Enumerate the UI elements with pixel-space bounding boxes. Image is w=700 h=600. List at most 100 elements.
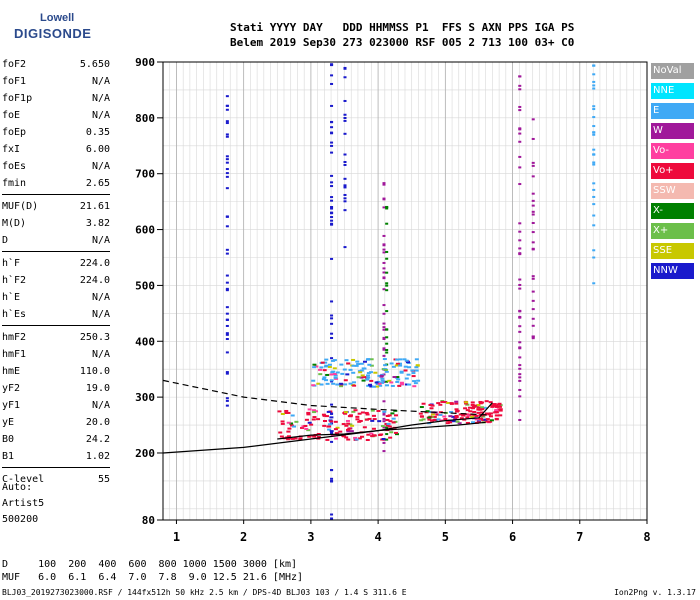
echo-mark	[343, 186, 347, 189]
echo-mark	[380, 377, 385, 380]
echo-mark	[385, 424, 390, 427]
echo-mark	[385, 257, 389, 260]
echo-mark	[286, 435, 291, 438]
echo-mark	[327, 428, 332, 431]
legend-item-nne: NNE	[651, 83, 694, 99]
echo-mark	[393, 431, 398, 434]
echo-mark	[481, 419, 486, 422]
echo-mark	[370, 409, 375, 412]
echo-mark	[425, 410, 430, 413]
echo-mark	[457, 422, 462, 425]
echo-mark	[322, 419, 327, 422]
echo-mark	[382, 348, 386, 351]
x-tick-label: 7	[576, 530, 583, 544]
echo-mark	[436, 418, 441, 421]
echo-mark	[592, 256, 596, 259]
echo-mark	[518, 364, 522, 367]
echo-mark	[225, 172, 229, 175]
trace-extrapolation	[162, 379, 490, 416]
echo-mark	[449, 411, 454, 414]
echo-mark	[385, 328, 389, 331]
echo-mark	[374, 381, 379, 384]
echo-mark	[322, 369, 327, 372]
echo-mark	[343, 132, 347, 135]
echo-mark	[385, 310, 389, 313]
echo-mark	[330, 513, 334, 516]
echo-mark	[384, 370, 389, 373]
param-value: N/A	[91, 110, 110, 121]
echo-mark	[321, 378, 326, 381]
echo-mark	[330, 174, 334, 177]
echo-mark	[393, 414, 398, 417]
echo-mark	[370, 419, 375, 422]
echo-mark	[306, 429, 311, 432]
echo-mark	[343, 113, 347, 116]
echo-mark	[419, 419, 424, 422]
echo-mark	[458, 413, 463, 416]
echo-mark	[312, 435, 317, 438]
echo-mark	[518, 128, 522, 131]
echo-mark	[225, 281, 229, 284]
param-name: foF1p	[2, 93, 33, 104]
echo-mark	[518, 247, 522, 250]
echo-mark	[382, 450, 386, 453]
echo-mark	[592, 125, 596, 128]
echo-mark	[373, 371, 378, 374]
echo-mark	[484, 420, 489, 423]
y-tick-label: 300	[135, 391, 155, 404]
echo-mark	[382, 410, 387, 413]
echo-mark	[396, 378, 401, 381]
echo-mark	[394, 433, 399, 436]
echo-mark	[325, 382, 330, 385]
echo-mark	[385, 206, 389, 209]
echo-mark	[378, 384, 383, 387]
echo-mark	[329, 420, 334, 423]
footer-distance-row: D 100 200 400 600 800 1000 1500 3000 [km…	[2, 559, 298, 570]
echo-mark	[372, 434, 377, 437]
echo-mark	[429, 407, 434, 410]
echo-mark	[352, 381, 357, 384]
echo-mark	[468, 410, 473, 413]
echo-mark	[324, 358, 329, 361]
echo-mark	[385, 433, 389, 436]
echo-mark	[366, 433, 371, 436]
y-tick-label: 200	[135, 447, 155, 460]
echo-mark	[445, 422, 450, 425]
param-name: foEp	[2, 127, 27, 138]
x-tick-label: 8	[643, 530, 650, 544]
echo-mark	[531, 337, 535, 340]
echo-mark	[399, 370, 404, 373]
echo-mark	[330, 477, 334, 480]
echo-mark	[518, 347, 522, 350]
echo-mark	[330, 144, 334, 147]
trace-profile	[277, 402, 493, 440]
echo-mark	[354, 438, 359, 441]
echo-mark	[385, 271, 389, 274]
echo-mark	[479, 411, 484, 414]
echo-mark	[383, 368, 388, 371]
echo-mark	[414, 369, 419, 372]
echo-mark	[382, 267, 386, 270]
echo-mark	[518, 356, 522, 359]
echo-mark	[362, 376, 367, 379]
echo-mark	[318, 373, 323, 376]
echo-mark	[309, 423, 314, 426]
echo-mark	[483, 418, 488, 421]
echo-mark	[341, 423, 346, 426]
param-row: h`Es N/A	[2, 306, 110, 323]
echo-mark	[518, 109, 522, 112]
param-value: N/A	[91, 292, 110, 303]
echo-mark	[382, 251, 386, 254]
echo-mark	[385, 414, 390, 417]
echo-mark	[518, 75, 522, 78]
echo-mark	[278, 431, 283, 434]
echo-mark	[361, 379, 366, 382]
echo-mark	[330, 403, 334, 406]
echo-mark	[464, 402, 469, 405]
echo-mark	[382, 248, 386, 251]
echo-mark	[330, 357, 334, 360]
echo-mark	[382, 417, 386, 420]
auto-label: Auto:	[2, 482, 33, 493]
echo-mark	[406, 373, 411, 376]
echo-mark	[531, 277, 535, 280]
